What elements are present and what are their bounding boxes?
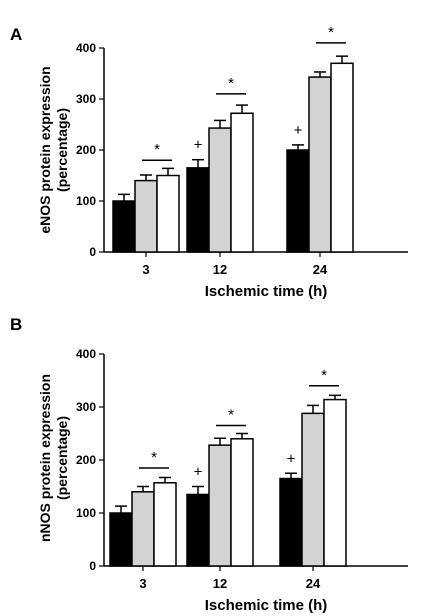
bar <box>186 167 210 253</box>
bar <box>230 112 254 253</box>
x-tick-label: 3 <box>139 576 146 591</box>
bar <box>109 512 133 567</box>
bar <box>308 76 332 253</box>
x-tick-label: 12 <box>213 262 227 277</box>
bar <box>134 179 158 253</box>
y-tick-label: 0 <box>89 559 96 573</box>
significance-star: * <box>151 449 157 466</box>
y-tick-label: 300 <box>76 400 96 414</box>
y-axis-label: nNOS protein expression(percentage) <box>37 374 70 542</box>
bar <box>323 398 347 567</box>
panel-letter: B <box>10 315 22 334</box>
y-tick-label: 400 <box>76 41 96 55</box>
plus-mark: + <box>194 464 203 481</box>
bar <box>156 174 180 253</box>
x-axis-label: Ischemic time (h) <box>205 283 328 300</box>
significance-star: * <box>228 75 234 92</box>
bar <box>131 491 155 567</box>
chart-panel-b: B 0 100 200 300 400 nNOS protein expression(pe… <box>10 315 408 614</box>
bar <box>208 444 232 567</box>
y-tick-label: 0 <box>89 245 96 259</box>
y-axis-label: eNOS protein expression(percentage) <box>37 66 70 233</box>
significance-star: * <box>228 407 234 424</box>
y-axis-label-line: (percentage) <box>54 108 70 192</box>
y-axis-label-line: eNOS protein expression <box>37 66 53 233</box>
plus-mark: + <box>287 450 296 467</box>
x-tick-label: 24 <box>313 262 328 277</box>
bar <box>208 127 232 253</box>
y-tick-label: 200 <box>76 453 96 467</box>
x-tick-label: 24 <box>306 576 321 591</box>
y-axis-label-line: (percentage) <box>54 416 70 500</box>
bar <box>330 62 354 253</box>
bar <box>301 412 325 567</box>
y-tick-label: 300 <box>76 92 96 106</box>
y-tick-label: 100 <box>76 194 96 208</box>
y-axis-label-line: nNOS protein expression <box>37 374 53 542</box>
x-tick-label: 3 <box>142 262 149 277</box>
significance-star: * <box>321 367 327 384</box>
plus-mark: + <box>294 122 303 139</box>
y-tick-label: 400 <box>76 347 96 361</box>
bar <box>153 482 177 567</box>
bar <box>279 477 303 567</box>
x-axis-label: Ischemic time (h) <box>205 597 328 614</box>
significance-star: * <box>328 24 334 41</box>
bar <box>286 149 310 253</box>
plus-mark: + <box>194 137 203 154</box>
significance-star: * <box>154 141 160 158</box>
y-tick-label: 100 <box>76 506 96 520</box>
chart-panel-a: A 0 100 200 300 400 eNOS protein expression(pe… <box>10 24 408 300</box>
bar <box>230 438 254 567</box>
panel-letter: A <box>10 25 22 44</box>
y-tick-label: 200 <box>76 143 96 157</box>
x-tick-label: 12 <box>213 576 227 591</box>
bar <box>112 200 136 253</box>
bar <box>186 493 210 567</box>
